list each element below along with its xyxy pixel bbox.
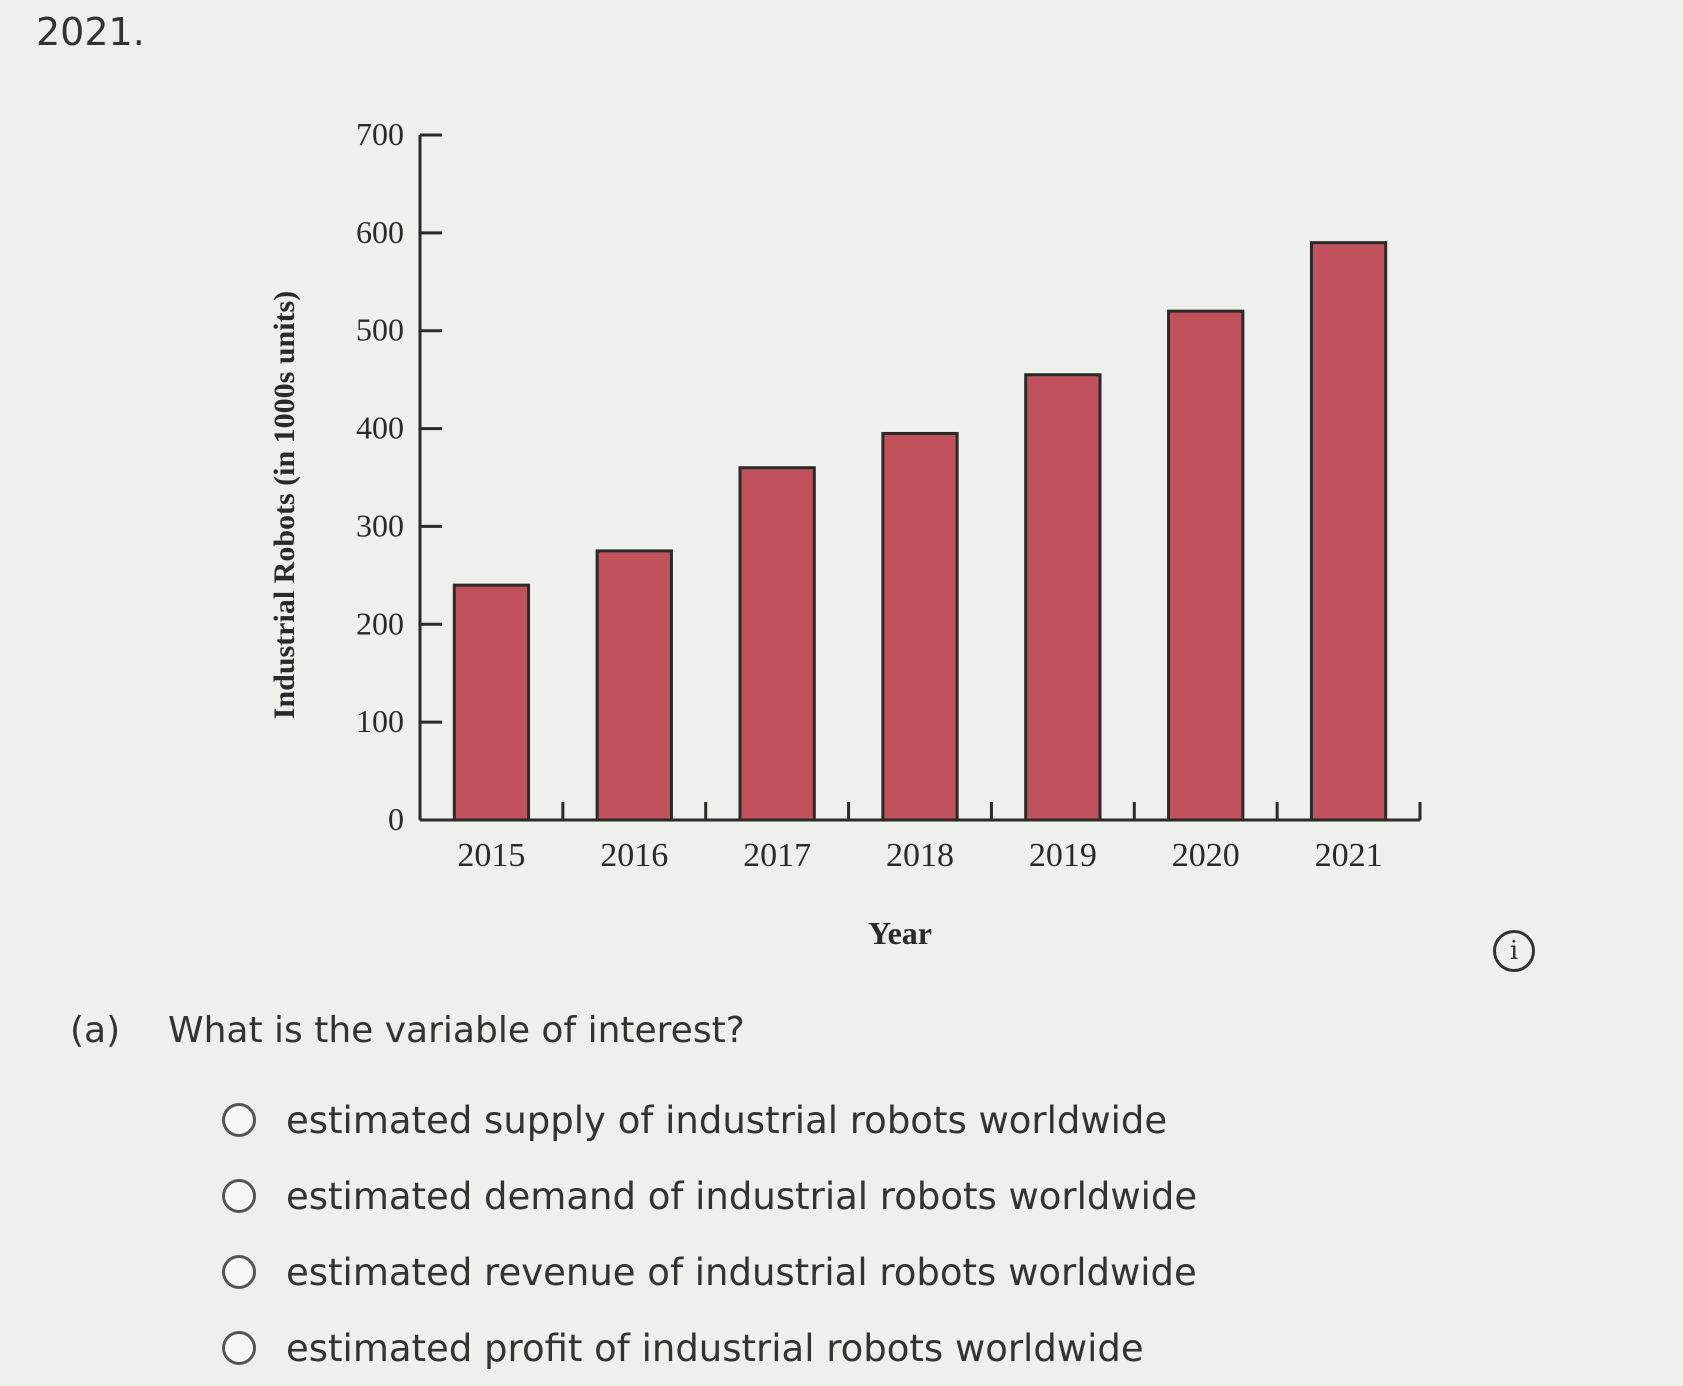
option-label: estimated demand of industrial robots wo…	[286, 1174, 1198, 1218]
option-label: estimated revenue of industrial robots w…	[286, 1250, 1197, 1294]
x-tick-label-2015: 2015	[457, 837, 525, 874]
x-axis-label: Year	[868, 915, 932, 951]
answer-options: estimated supply of industrial robots wo…	[222, 1082, 1197, 1386]
y-tick-label-100: 100	[356, 703, 404, 739]
bar-2021	[1309, 241, 1388, 822]
bar-chart-svg: Industrial Robots (in 1000s units) Year …	[270, 116, 1422, 951]
previous-text-fragment: 2021.	[36, 10, 145, 54]
option-label: estimated profit of industrial robots wo…	[286, 1326, 1144, 1370]
option-label: estimated supply of industrial robots wo…	[286, 1098, 1168, 1142]
question-part-label: (a)	[70, 1010, 121, 1051]
radio-button[interactable]	[222, 1103, 256, 1137]
radio-button[interactable]	[222, 1331, 256, 1365]
bar-chart: Industrial Robots (in 1000s units) Year …	[270, 110, 1570, 980]
radio-button[interactable]	[222, 1255, 256, 1289]
x-tick-label-2021: 2021	[1315, 837, 1383, 874]
option-supply[interactable]: estimated supply of industrial robots wo…	[222, 1082, 1197, 1158]
y-tick-label-600: 600	[356, 214, 404, 250]
bar-2019	[1024, 373, 1102, 822]
info-icon[interactable]: i	[1493, 930, 1535, 972]
bar-2020	[1167, 309, 1245, 822]
question: (a) What is the variable of interest?	[70, 1010, 745, 1051]
y-tick-label-0: 0	[388, 801, 404, 837]
y-tick-label-500: 500	[356, 312, 404, 348]
bar-2016	[595, 549, 673, 822]
y-tick-label-300: 300	[356, 507, 404, 543]
bar-2017	[738, 466, 816, 822]
y-tick-label-400: 400	[356, 410, 404, 446]
option-revenue[interactable]: estimated revenue of industrial robots w…	[222, 1234, 1197, 1310]
radio-button[interactable]	[222, 1179, 256, 1213]
bar-2015	[452, 583, 531, 822]
x-tick-label-2019: 2019	[1029, 837, 1097, 874]
y-tick-label-200: 200	[356, 605, 404, 641]
y-tick-label-700: 700	[356, 116, 404, 152]
option-profit[interactable]: estimated profit of industrial robots wo…	[222, 1310, 1197, 1386]
option-demand[interactable]: estimated demand of industrial robots wo…	[222, 1158, 1197, 1234]
question-text: What is the variable of interest?	[168, 1010, 745, 1051]
x-tick-label-2018: 2018	[886, 837, 954, 874]
x-tick-label-2016: 2016	[600, 837, 668, 874]
y-axis-label: Industrial Robots (in 1000s units)	[270, 291, 301, 719]
x-tick-label-2020: 2020	[1172, 837, 1240, 874]
bar-2018	[881, 431, 959, 822]
x-tick-label-2017: 2017	[743, 837, 811, 874]
